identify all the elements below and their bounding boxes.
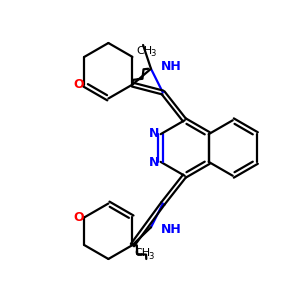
Text: N: N (148, 156, 159, 170)
Text: O: O (73, 78, 84, 91)
Text: N: N (148, 127, 159, 140)
Text: NH: NH (161, 60, 182, 73)
Text: 3: 3 (148, 251, 154, 260)
Text: O: O (73, 211, 84, 224)
Text: CH: CH (134, 248, 151, 258)
Text: NH: NH (161, 223, 182, 236)
Text: CH: CH (136, 46, 152, 56)
Text: 3: 3 (150, 50, 156, 58)
